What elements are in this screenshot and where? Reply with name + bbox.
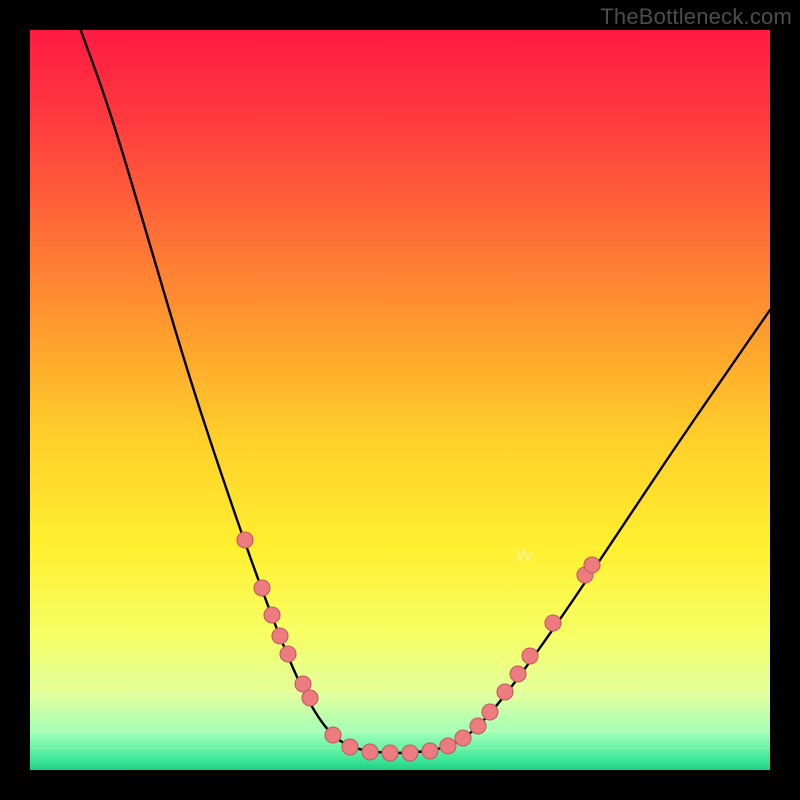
marker-group <box>237 532 600 761</box>
data-marker <box>482 704 498 720</box>
small-zigzag-decoration <box>517 550 532 560</box>
data-marker <box>510 666 526 682</box>
data-marker <box>402 745 418 761</box>
data-marker <box>302 690 318 706</box>
data-marker <box>342 739 358 755</box>
data-marker <box>272 628 288 644</box>
data-marker <box>522 648 538 664</box>
watermark-text: TheBottleneck.com <box>600 4 792 30</box>
v-curve-line <box>77 20 770 753</box>
data-marker <box>545 615 561 631</box>
data-marker <box>362 744 378 760</box>
plot-area <box>30 30 770 770</box>
data-marker <box>325 727 341 743</box>
data-marker <box>470 718 486 734</box>
data-marker <box>497 684 513 700</box>
data-marker <box>584 557 600 573</box>
data-marker <box>280 646 296 662</box>
data-marker <box>440 738 456 754</box>
data-marker <box>455 730 471 746</box>
data-marker <box>254 580 270 596</box>
data-marker <box>264 607 280 623</box>
data-marker <box>382 745 398 761</box>
data-marker <box>237 532 253 548</box>
chart-overlay <box>30 30 770 770</box>
data-marker <box>422 743 438 759</box>
